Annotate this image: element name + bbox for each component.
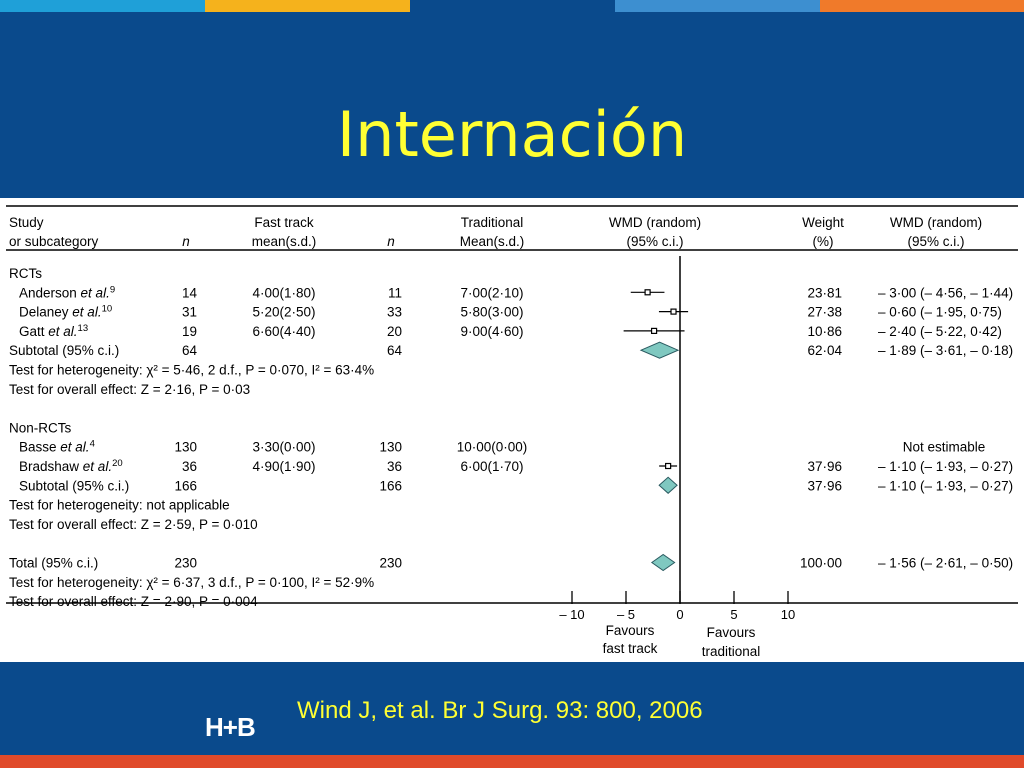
trad-n-value: 36 [387,459,402,474]
top-stripe-5 [820,0,1024,12]
trad-mean-value: 6·00(1·70) [460,459,523,474]
fast-mean-value: 6·60(4·40) [252,324,315,339]
trad-n-value: 11 [388,285,402,300]
header-wmd2: WMD (random) [890,215,982,230]
fast-n-value: 130 [174,440,197,455]
favours-left-label: fast track [603,641,658,656]
top-stripe-1 [0,0,205,12]
fast-mean-value: 4·90(1·90) [252,459,315,474]
fast-n-value: 14 [182,285,198,300]
test-statistic-text: Test for heterogeneity: χ² = 5·46, 2 d.f… [9,363,374,378]
fast-n-value: 230 [174,556,197,571]
header-study: Study [9,215,44,230]
header-wmd2-ci: (95% c.i.) [907,234,964,249]
study-label: Anderson et al.9 [19,284,115,300]
bottom-bar [0,755,1024,768]
group-label: RCTs [9,266,42,281]
fast-n-value: 166 [174,478,197,493]
group-label: Non-RCTs [9,420,72,435]
favours-right-label: Favours [707,625,756,640]
top-stripe-3 [410,0,615,12]
trad-mean-value: 5·80(3·00) [460,305,523,320]
test-statistic-text: Test for overall effect: Z = 2·59, P = 0… [9,517,258,532]
header-subcategory: or subcategory [9,234,99,249]
total-diamond [650,553,676,572]
wmd-value: – 1·10 (– 1·93, – 0·27) [878,478,1013,493]
wmd-value: – 1·89 (– 3·61, – 0·18) [878,343,1013,358]
x-tick-label: 5 [730,607,737,622]
forest-plot: Study or subcategory Fast track n mean(s.d.)… [6,205,1018,659]
wmd-value: – 1·10 (– 1·93, – 0·27) [878,459,1013,474]
trad-n-value: 33 [387,305,402,320]
wmd-value: – 3·00 (– 4·56, – 1·44) [878,285,1013,300]
study-label: Delaney et al.10 [19,304,112,320]
header-wmd-ci: (95% c.i.) [626,234,683,249]
wmd-value: Not estimable [903,440,986,455]
favours-right-label: traditional [702,644,761,659]
fast-mean-value: 3·30(0·00) [252,440,315,455]
top-stripe-4 [615,0,820,12]
study-label: Gatt et al.13 [19,323,88,339]
header-weight-unit: (%) [813,234,834,249]
point-estimate-square [650,327,658,334]
study-label: Basse et al.4 [19,439,95,455]
weight-value: 37·96 [807,459,842,474]
wmd-value: – 2·40 (– 5·22, 0·42) [878,324,1002,339]
header-fast-mean: mean(s.d.) [252,234,317,249]
point-estimate-square [665,462,672,470]
trad-n-value: 166 [379,478,402,493]
publisher-logo: H+B [205,712,256,742]
subtotal-label: Subtotal (95% c.i.) [19,478,129,493]
point-estimate-square [670,308,677,315]
fast-mean-value: 4·00(1·80) [252,285,315,300]
header-trad-n: n [387,234,395,249]
fast-n-value: 64 [182,343,198,358]
slide-title: Internación [336,98,688,171]
weight-value: 37·96 [807,478,842,493]
x-tick-label: – 5 [617,607,635,622]
trad-mean-value: 7·00(2·10) [460,285,523,300]
trad-n-value: 130 [379,440,402,455]
test-statistic-text: Test for overall effect: Z = 2·16, P = 0… [9,382,250,397]
top-stripe-2 [205,0,410,12]
test-statistic-text: Test for overall effect: Z = 2·90, P = 0… [9,594,258,609]
fast-n-value: 36 [182,459,197,474]
trad-n-value: 64 [387,343,403,358]
wmd-value: – 1·56 (– 2·61, – 0·50) [878,556,1013,571]
test-statistic-text: Test for heterogeneity: χ² = 6·37, 3 d.f… [9,575,374,590]
x-tick-label: 0 [676,607,683,622]
header-weight: Weight [802,215,844,230]
subtotal-label: Subtotal (95% c.i.) [9,343,119,358]
fast-n-value: 19 [182,324,197,339]
subtotal-diamond [639,341,680,359]
weight-value: 100·00 [800,556,842,571]
favours-left-label: Favours [606,623,655,638]
trad-mean-value: 10·00(0·00) [457,440,528,455]
fast-mean-value: 5·20(2·50) [252,305,315,320]
header-fast-track: Fast track [254,215,314,230]
weight-value: 62·04 [807,343,842,358]
weight-value: 27·38 [807,305,842,320]
trad-n-value: 20 [387,324,402,339]
weight-value: 23·81 [807,285,842,300]
total-label: Total (95% c.i.) [9,556,98,571]
wmd-value: – 0·60 (– 1·95, 0·75) [878,305,1002,320]
study-label: Bradshaw et al.20 [19,458,123,474]
forest-plot-panel: Study or subcategory Fast track n mean(s.d.)… [0,198,1024,662]
trad-n-value: 230 [379,556,402,571]
x-tick-label: – 10 [559,607,584,622]
header-traditional: Traditional [461,215,524,230]
subtotal-diamond [658,476,678,494]
test-statistic-text: Test for heterogeneity: not applicable [9,498,230,513]
header-trad-mean: Mean(s.d.) [460,234,525,249]
header-wmd: WMD (random) [609,215,701,230]
weight-value: 10·86 [807,324,842,339]
fast-n-value: 31 [182,305,197,320]
x-tick-label: 10 [781,607,795,622]
point-estimate-square [644,289,651,296]
trad-mean-value: 9·00(4·60) [460,324,523,339]
citation: Wind J, et al. Br J Surg. 93: 800, 2006 [297,697,703,724]
header-fast-n: n [182,234,190,249]
